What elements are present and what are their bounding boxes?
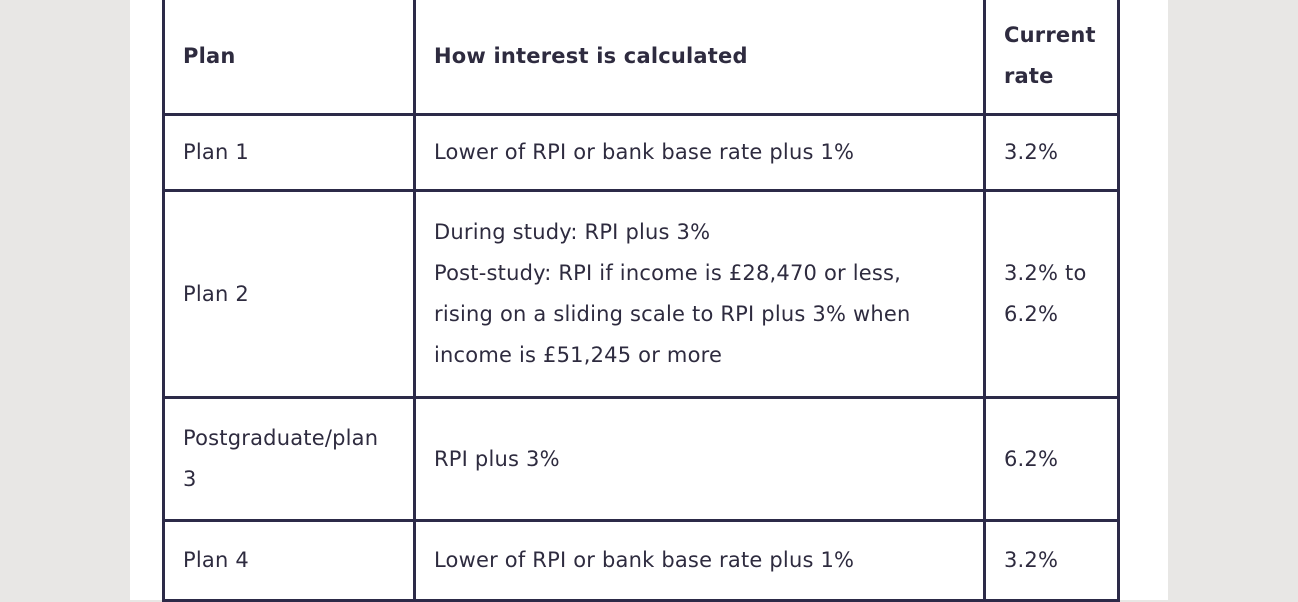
rate-cell: 3.2% to 6.2%: [983, 189, 1120, 399]
calculation-text: Lower of RPI or bank base rate plus 1%: [434, 140, 855, 164]
calculation-cell: Lower of RPI or bank base rate plus 1%: [413, 519, 986, 602]
plan-cell: Postgraduate/plan 3: [162, 396, 416, 522]
table-row: Plan 4 Lower of RPI or bank base rate pl…: [162, 519, 1120, 602]
rate-cell: 6.2%: [983, 396, 1120, 522]
plan-cell: Plan 1: [162, 113, 416, 192]
table-row: Plan 1 Lower of RPI or bank base rate pl…: [162, 113, 1120, 192]
calculation-text-post-study: Post-study: RPI if income is £28,470 or …: [434, 261, 911, 367]
calculation-cell: Lower of RPI or bank base rate plus 1%: [413, 113, 986, 192]
header-plan: Plan: [162, 0, 416, 116]
calculation-text: Lower of RPI or bank base rate plus 1%: [434, 548, 855, 572]
page-content: Plan How interest is calculated Current …: [130, 0, 1168, 602]
calculation-text: RPI plus 3%: [434, 446, 560, 471]
table-row: Plan 2 During study: RPI plus 3% Post-st…: [162, 189, 1120, 399]
table-row: Postgraduate/plan 3 RPI plus 3% 6.2%: [162, 396, 1120, 522]
header-how-interest-calculated: How interest is calculated: [413, 0, 986, 116]
calculation-text-during-study: During study: RPI plus 3%: [434, 220, 711, 244]
plan-cell: Plan 4: [162, 519, 416, 602]
plan-cell: Plan 2: [162, 189, 416, 399]
calculation-cell: RPI plus 3%: [413, 396, 986, 522]
rate-cell: 3.2%: [983, 519, 1120, 602]
interest-rates-table: Plan How interest is calculated Current …: [162, 0, 1120, 602]
rate-cell: 3.2%: [983, 113, 1120, 192]
table-header-row: Plan How interest is calculated Current …: [162, 0, 1120, 116]
header-current-rate: Current rate: [983, 0, 1120, 116]
calculation-cell: During study: RPI plus 3% Post-study: RP…: [413, 189, 986, 399]
